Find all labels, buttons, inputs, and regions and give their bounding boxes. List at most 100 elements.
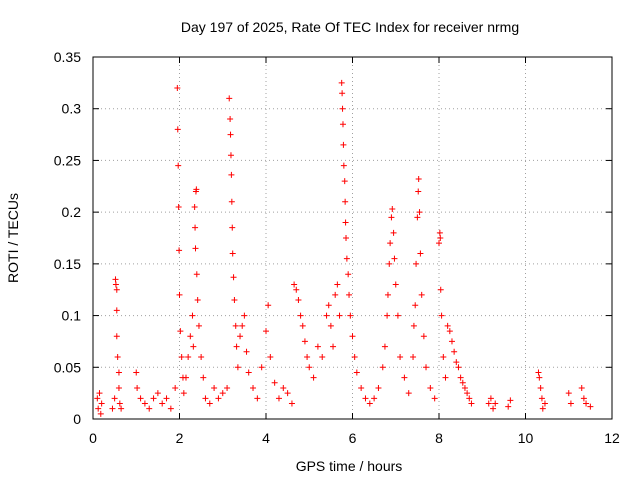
data-point (150, 395, 157, 402)
data-point (468, 400, 475, 407)
data-point (174, 85, 181, 92)
data-point (583, 400, 590, 407)
data-point (258, 364, 265, 371)
data-point (228, 198, 235, 205)
data-point (245, 369, 252, 376)
data-point (437, 235, 444, 241)
data-point (297, 312, 304, 319)
chart-title: Day 197 of 2025, Rate Of TEC Index for r… (181, 19, 519, 35)
data-point (94, 395, 101, 402)
data-point (389, 206, 396, 213)
data-point (442, 374, 449, 381)
data-point (141, 400, 148, 407)
data-point (167, 405, 174, 412)
data-point (345, 271, 352, 278)
data-point (254, 395, 261, 402)
data-point (192, 245, 199, 252)
data-point (219, 390, 226, 397)
x-tick-label: 10 (518, 430, 534, 446)
data-point (325, 302, 332, 309)
data-point (351, 353, 358, 360)
data-point (190, 343, 197, 350)
data-point (416, 209, 423, 216)
data-point (487, 395, 494, 402)
data-point (116, 400, 123, 407)
data-point (340, 141, 347, 148)
data-point (306, 364, 313, 371)
data-point (137, 395, 144, 402)
data-point (410, 353, 417, 360)
data-point (182, 374, 189, 381)
data-point (271, 379, 278, 386)
data-point (95, 405, 102, 412)
data-point (415, 176, 422, 183)
data-point (189, 312, 196, 319)
data-point (339, 121, 346, 128)
data-point (437, 286, 444, 293)
y-tick-label: 0.15 (54, 256, 81, 272)
data-point (340, 162, 347, 169)
data-point (163, 395, 170, 402)
data-point (507, 397, 514, 404)
data-point (379, 364, 386, 371)
data-point (206, 400, 213, 407)
data-point (440, 353, 447, 360)
data-point (464, 390, 471, 397)
data-point (291, 281, 298, 288)
data-point (505, 403, 512, 410)
data-point (134, 384, 141, 391)
data-point (567, 400, 574, 407)
data-point (154, 390, 161, 397)
data-point (112, 276, 119, 283)
data-point (112, 281, 119, 288)
data-point (423, 364, 430, 371)
data-point (536, 374, 543, 381)
data-point (193, 186, 200, 193)
data-point (386, 260, 393, 267)
data-point (265, 302, 272, 309)
data-point (457, 374, 464, 381)
data-point (113, 286, 120, 293)
data-point (174, 126, 181, 133)
data-point (366, 400, 373, 407)
data-point (310, 374, 317, 381)
data-points (94, 79, 594, 417)
data-point (431, 395, 438, 402)
data-point (202, 395, 209, 402)
data-point (176, 291, 183, 298)
data-point (323, 312, 330, 319)
data-point (111, 395, 118, 402)
data-point (451, 348, 458, 355)
data-point (280, 384, 287, 391)
data-point (334, 281, 341, 288)
data-point (243, 348, 250, 355)
data-point (133, 369, 140, 376)
data-point (341, 178, 348, 185)
x-tick-label: 12 (604, 430, 620, 446)
data-point (237, 333, 244, 340)
data-point (358, 384, 365, 391)
data-point (319, 353, 326, 360)
data-point (227, 152, 234, 159)
data-point (267, 353, 274, 360)
data-point (226, 95, 233, 102)
data-point (96, 390, 103, 397)
data-point (455, 364, 462, 371)
x-tick-label: 0 (89, 430, 97, 446)
data-point (413, 260, 420, 267)
grid (93, 57, 612, 419)
data-point (193, 271, 200, 278)
data-point (113, 307, 120, 314)
y-tick-label: 0.3 (62, 101, 82, 117)
data-point (375, 384, 382, 391)
y-tick-label: 0.35 (54, 49, 81, 65)
data-point (177, 328, 184, 335)
data-point (490, 405, 497, 412)
x-tick-label: 8 (435, 430, 443, 446)
data-point (175, 162, 182, 169)
data-point (353, 369, 360, 376)
data-point (230, 274, 237, 281)
data-point (343, 255, 350, 262)
data-point (178, 353, 185, 360)
data-point (394, 312, 401, 319)
